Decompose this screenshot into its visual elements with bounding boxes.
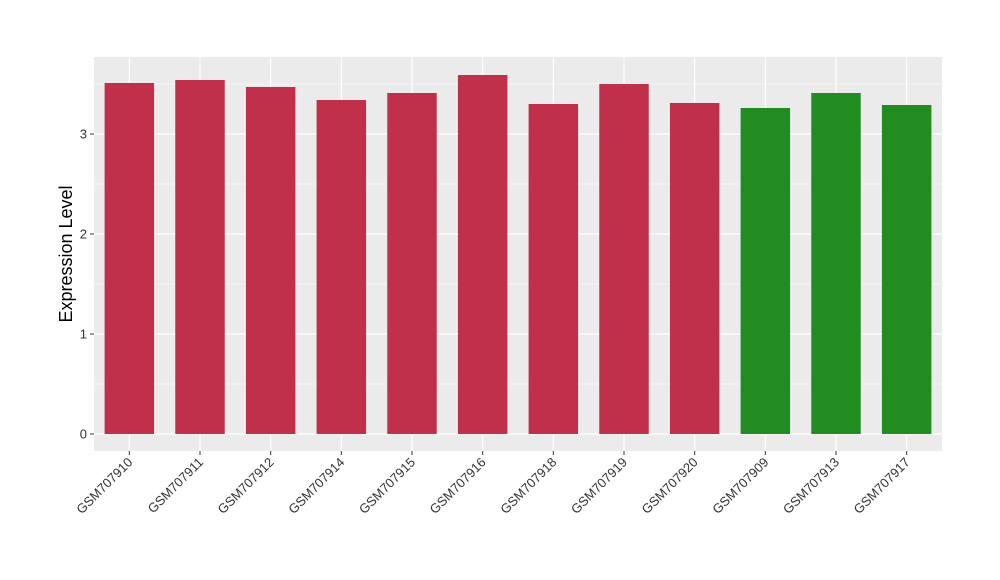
y-axis-title: Expression Level: [56, 185, 76, 322]
y-tick-label: 0: [80, 427, 87, 442]
x-tick-label: GSM707918: [497, 455, 559, 517]
bar-GSM707909: [740, 108, 791, 434]
x-axis: GSM707910 GSM707911 GSM707912 GSM707914 GSM7…: [73, 451, 913, 517]
x-tick-label: GSM707911: [145, 455, 207, 517]
y-tick-label: 2: [80, 227, 87, 242]
bar-GSM707911: [175, 80, 225, 434]
x-tick-label: GSM707919: [568, 455, 630, 517]
bar-GSM707914: [316, 100, 367, 434]
minor-gridlines: [94, 83, 942, 385]
x-tick-label: GSM707912: [215, 455, 277, 517]
bars: [104, 75, 932, 434]
x-tick-label: GSM707913: [780, 455, 842, 517]
bar-GSM707917: [881, 105, 932, 434]
bar-GSM707913: [811, 93, 861, 434]
bar-GSM707912: [245, 87, 296, 434]
x-tick-label: GSM707916: [427, 455, 489, 517]
y-tick-label: 3: [80, 127, 87, 142]
bar-GSM707919: [599, 84, 649, 434]
x-tick-label: GSM707917: [851, 455, 913, 517]
bar-GSM707920: [669, 103, 720, 434]
y-tick-label: 1: [80, 327, 87, 342]
bar-GSM707910: [104, 83, 155, 434]
x-tick-label: GSM707910: [73, 455, 135, 517]
x-tick-label: GSM707915: [356, 455, 418, 517]
plot-panel: [94, 57, 942, 451]
bar-GSM707916: [457, 75, 508, 434]
x-tick-label: GSM707920: [639, 455, 701, 517]
bar-GSM707915: [387, 93, 437, 434]
x-tick-label: GSM707914: [285, 455, 347, 517]
y-axis: 0 1 2 3: [80, 127, 94, 442]
bar-GSM707918: [528, 104, 579, 434]
x-tick-label: GSM707909: [709, 455, 771, 517]
